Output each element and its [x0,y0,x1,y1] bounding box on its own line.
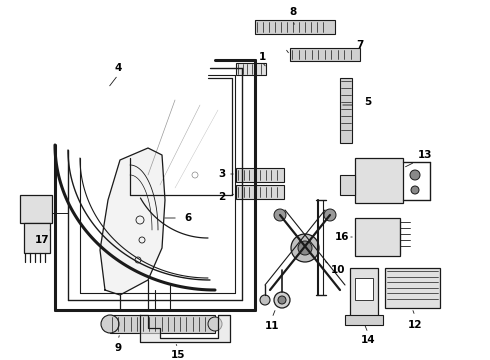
Circle shape [274,292,290,308]
Circle shape [411,186,419,194]
Text: 13: 13 [418,150,432,160]
Circle shape [298,241,312,255]
Text: 6: 6 [184,213,192,223]
Text: 1: 1 [258,52,266,62]
Polygon shape [100,148,165,295]
Circle shape [101,315,119,333]
Bar [355,218,400,256]
Circle shape [208,317,222,331]
Circle shape [274,209,286,221]
Text: 12: 12 [408,320,422,330]
Polygon shape [140,315,230,342]
Bar [20,195,52,223]
Text: 11: 11 [265,321,279,331]
Bar [340,175,355,195]
Circle shape [278,296,286,304]
Text: 15: 15 [171,350,185,360]
Bar [236,185,284,199]
Text: 4: 4 [114,63,122,73]
Bar [340,78,352,143]
Bar [110,315,215,333]
Circle shape [410,170,420,180]
Circle shape [260,295,270,305]
Text: 17: 17 [35,235,49,245]
Text: 16: 16 [335,232,349,242]
Bar [385,268,440,308]
Text: 9: 9 [115,343,122,353]
Bar [236,168,284,182]
Bar [350,268,378,323]
Text: 8: 8 [290,7,296,17]
Circle shape [291,234,319,262]
Text: 3: 3 [219,169,225,179]
Text: 14: 14 [361,335,375,345]
Bar [255,20,335,34]
Bar [345,315,383,325]
Bar [355,158,403,203]
Bar [355,278,373,300]
FancyBboxPatch shape [236,63,266,75]
Bar [290,48,360,61]
Text: 7: 7 [356,40,364,50]
Text: 5: 5 [365,97,371,107]
Bar [24,223,50,253]
Circle shape [324,209,336,221]
Text: 2: 2 [219,192,225,202]
Text: 10: 10 [331,265,345,275]
